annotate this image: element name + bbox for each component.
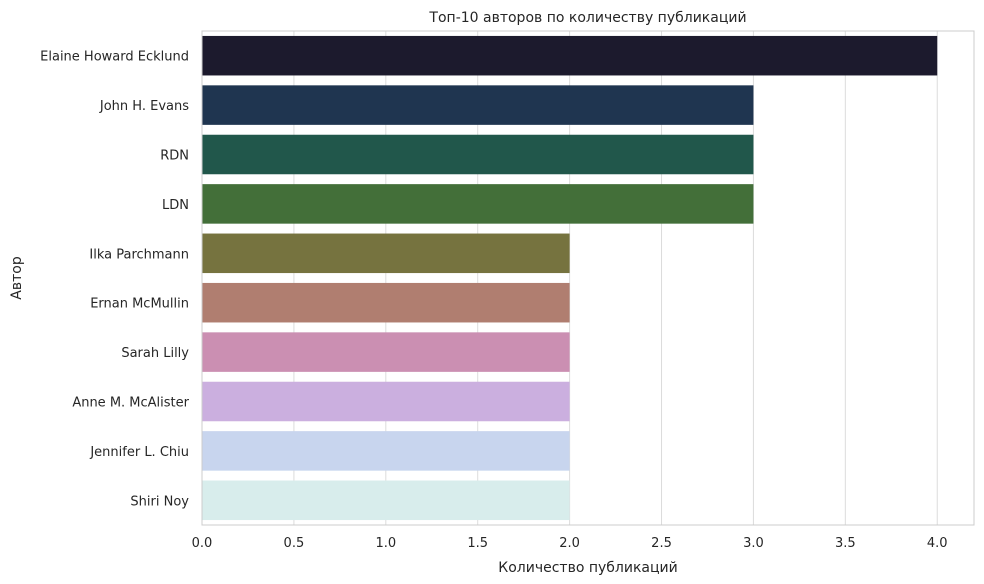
y-tick-label: Ilka Parchmann <box>89 247 189 262</box>
y-tick-label: Anne M. McAlister <box>72 396 189 411</box>
plot-frame <box>201 30 975 526</box>
y-tick-label: Ernan McMullin <box>90 297 189 312</box>
y-tick-label: LDN <box>162 198 189 213</box>
x-tick-label: 0.5 <box>284 536 305 551</box>
x-tick-labels: 0.0 0.5 1.0 1.5 2.0 2.5 3.0 3.5 4.0 <box>192 536 948 551</box>
bar <box>202 332 570 372</box>
y-axis-label: Автор <box>9 256 25 300</box>
bar <box>202 184 754 224</box>
y-tick-label: Sarah Lilly <box>121 346 189 361</box>
bar <box>202 381 570 422</box>
x-tick-label: 2.5 <box>651 536 672 551</box>
chart-title: Топ-10 авторов по количеству публикаций <box>428 10 746 26</box>
y-tick-labels: Elaine Howard Ecklund John H. Evans RDN LDN… <box>40 50 189 510</box>
bar <box>202 431 570 471</box>
x-tick-label: 0.0 <box>192 536 213 551</box>
x-tick-label: 3.0 <box>743 536 764 551</box>
x-tick-label: 1.5 <box>467 536 488 551</box>
x-tick-label: 1.0 <box>375 536 396 551</box>
bars <box>202 35 938 521</box>
x-axis-label: Количество публикаций <box>498 560 677 576</box>
x-tick-label: 4.0 <box>927 536 948 551</box>
bar <box>202 480 570 521</box>
y-tick-label: RDN <box>160 149 189 164</box>
bar <box>202 282 570 323</box>
y-tick-label: Jennifer L. Chiu <box>89 445 189 460</box>
y-tick-label: Shiri Noy <box>130 494 189 509</box>
y-tick-label: Elaine Howard Ecklund <box>40 50 189 65</box>
y-tick-label: John H. Evans <box>99 99 189 114</box>
x-tick-label: 3.5 <box>835 536 856 551</box>
bar <box>202 85 754 125</box>
bar <box>202 35 938 76</box>
bar <box>202 233 570 274</box>
bar <box>202 134 754 175</box>
x-tick-label: 2.0 <box>559 536 580 551</box>
